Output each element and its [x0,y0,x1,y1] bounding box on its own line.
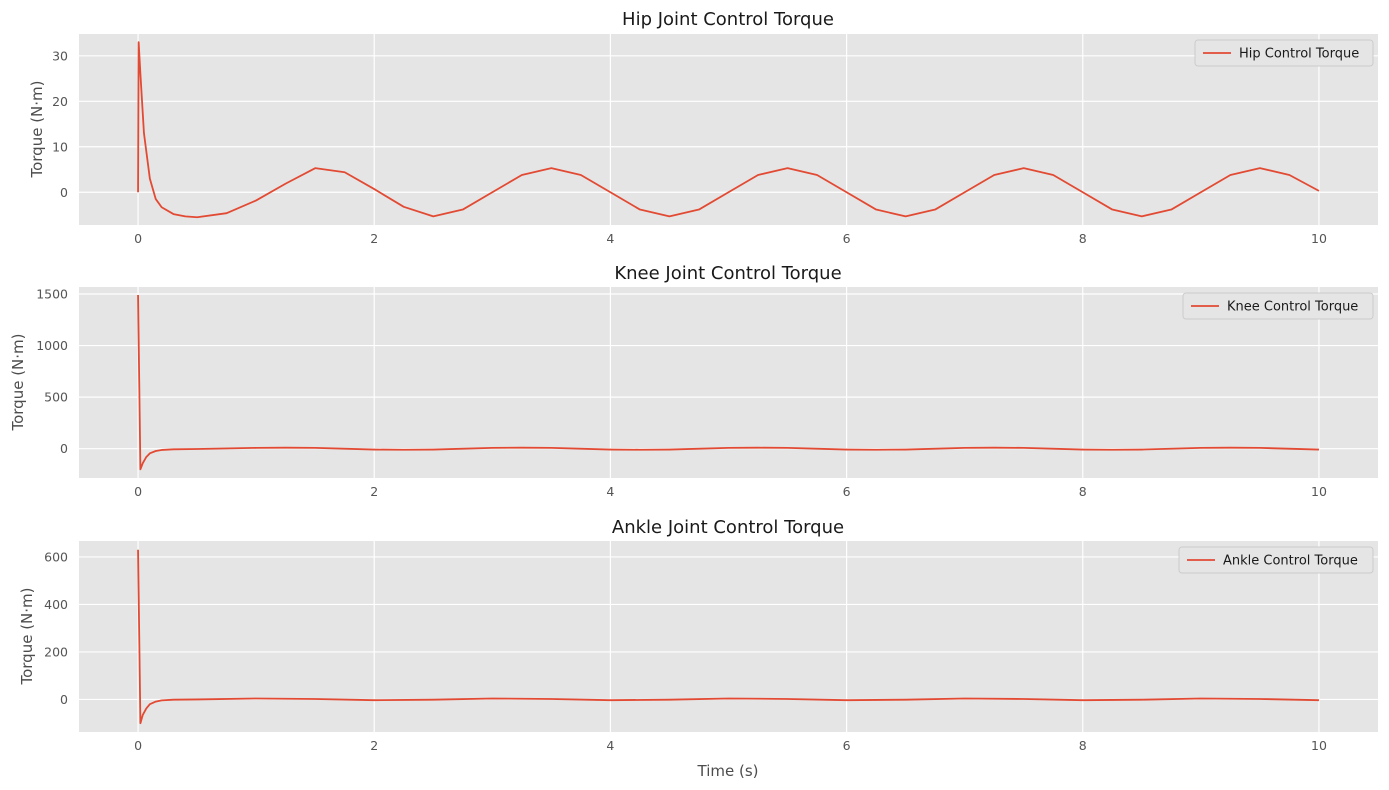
ankle-legend: Ankle Control Torque [1178,546,1374,574]
ankle-panel: 0 2 4 6 8 10 0 200 400 600 Ankle Joint Control To… [18,517,1378,780]
ankle-x-tick-label: 8 [1079,738,1087,753]
ankle-x-tick-label: 6 [843,738,851,753]
ankle-y-tick-label: 400 [44,597,68,612]
hip-plot-area [79,34,1378,225]
ankle-x-tick-label: 4 [606,738,614,753]
knee-x-tick-label: 8 [1079,484,1087,499]
knee-plot-area [79,287,1378,478]
knee-y-tick-label: 1500 [36,287,68,302]
hip-x-tick-label: 10 [1311,231,1327,246]
hip-x-tick-label: 0 [134,231,142,246]
hip-tick-labels: 0 2 4 6 8 10 0 10 20 30 [52,48,1327,246]
ankle-tick-labels: 0 2 4 6 8 10 0 200 400 600 [44,549,1327,753]
knee-legend-box [1182,292,1374,320]
hip-series-line [137,41,1320,219]
ankle-chart-title: Ankle Joint Control Torque [612,517,844,538]
knee-x-tick-label: 4 [606,484,614,499]
knee-chart-title: Knee Joint Control Torque [614,263,841,284]
ankle-y-axis-label: Torque (N·m) [18,587,36,685]
knee-x-tick-label: 6 [843,484,851,499]
knee-panel: 0 2 4 6 8 10 0 500 1000 1500 Knee Joint Control T… [9,263,1378,499]
ankle-x-tick-label: 0 [134,738,142,753]
hip-chart-title: Hip Joint Control Torque [622,9,834,30]
hip-y-axis-label: Torque (N·m) [28,80,46,178]
ankle-x-tick-label: 2 [370,738,378,753]
hip-legend: Hip Control Torque [1194,39,1374,67]
ankle-series-line [137,549,1319,725]
ankle-legend-label: Ankle Control Torque [1223,554,1358,569]
knee-y-tick-label: 500 [44,390,68,405]
knee-legend: Knee Control Torque [1182,292,1374,320]
ankle-y-tick-label: 0 [60,692,68,707]
ankle-x-axis-label: Time (s) [697,762,759,780]
knee-legend-label: Knee Control Torque [1227,300,1358,315]
hip-y-tick-label: 0 [60,185,68,200]
hip-y-tick-label: 10 [52,139,68,154]
ankle-y-tick-label: 200 [44,644,68,659]
hip-legend-label: Hip Control Torque [1239,47,1359,62]
knee-x-tick-label: 2 [370,484,378,499]
hip-x-tick-label: 6 [843,231,851,246]
ankle-y-tick-label: 600 [44,549,68,564]
hip-y-tick-label: 20 [52,94,68,109]
knee-y-tick-label: 1000 [36,338,68,353]
hip-legend-box [1194,39,1374,67]
hip-x-tick-label: 2 [370,231,378,246]
knee-y-tick-label: 0 [60,441,68,456]
knee-tick-labels: 0 2 4 6 8 10 0 500 1000 1500 [36,287,1327,499]
knee-series-line [137,295,1319,471]
hip-x-tick-label: 4 [606,231,614,246]
knee-y-axis-label: Torque (N·m) [9,333,27,431]
ankle-legend-box [1178,546,1374,574]
hip-y-tick-label: 30 [52,48,68,63]
knee-x-tick-label: 0 [134,484,142,499]
knee-x-tick-label: 10 [1311,484,1327,499]
ankle-x-tick-label: 10 [1311,738,1327,753]
hip-x-tick-label: 8 [1079,231,1087,246]
